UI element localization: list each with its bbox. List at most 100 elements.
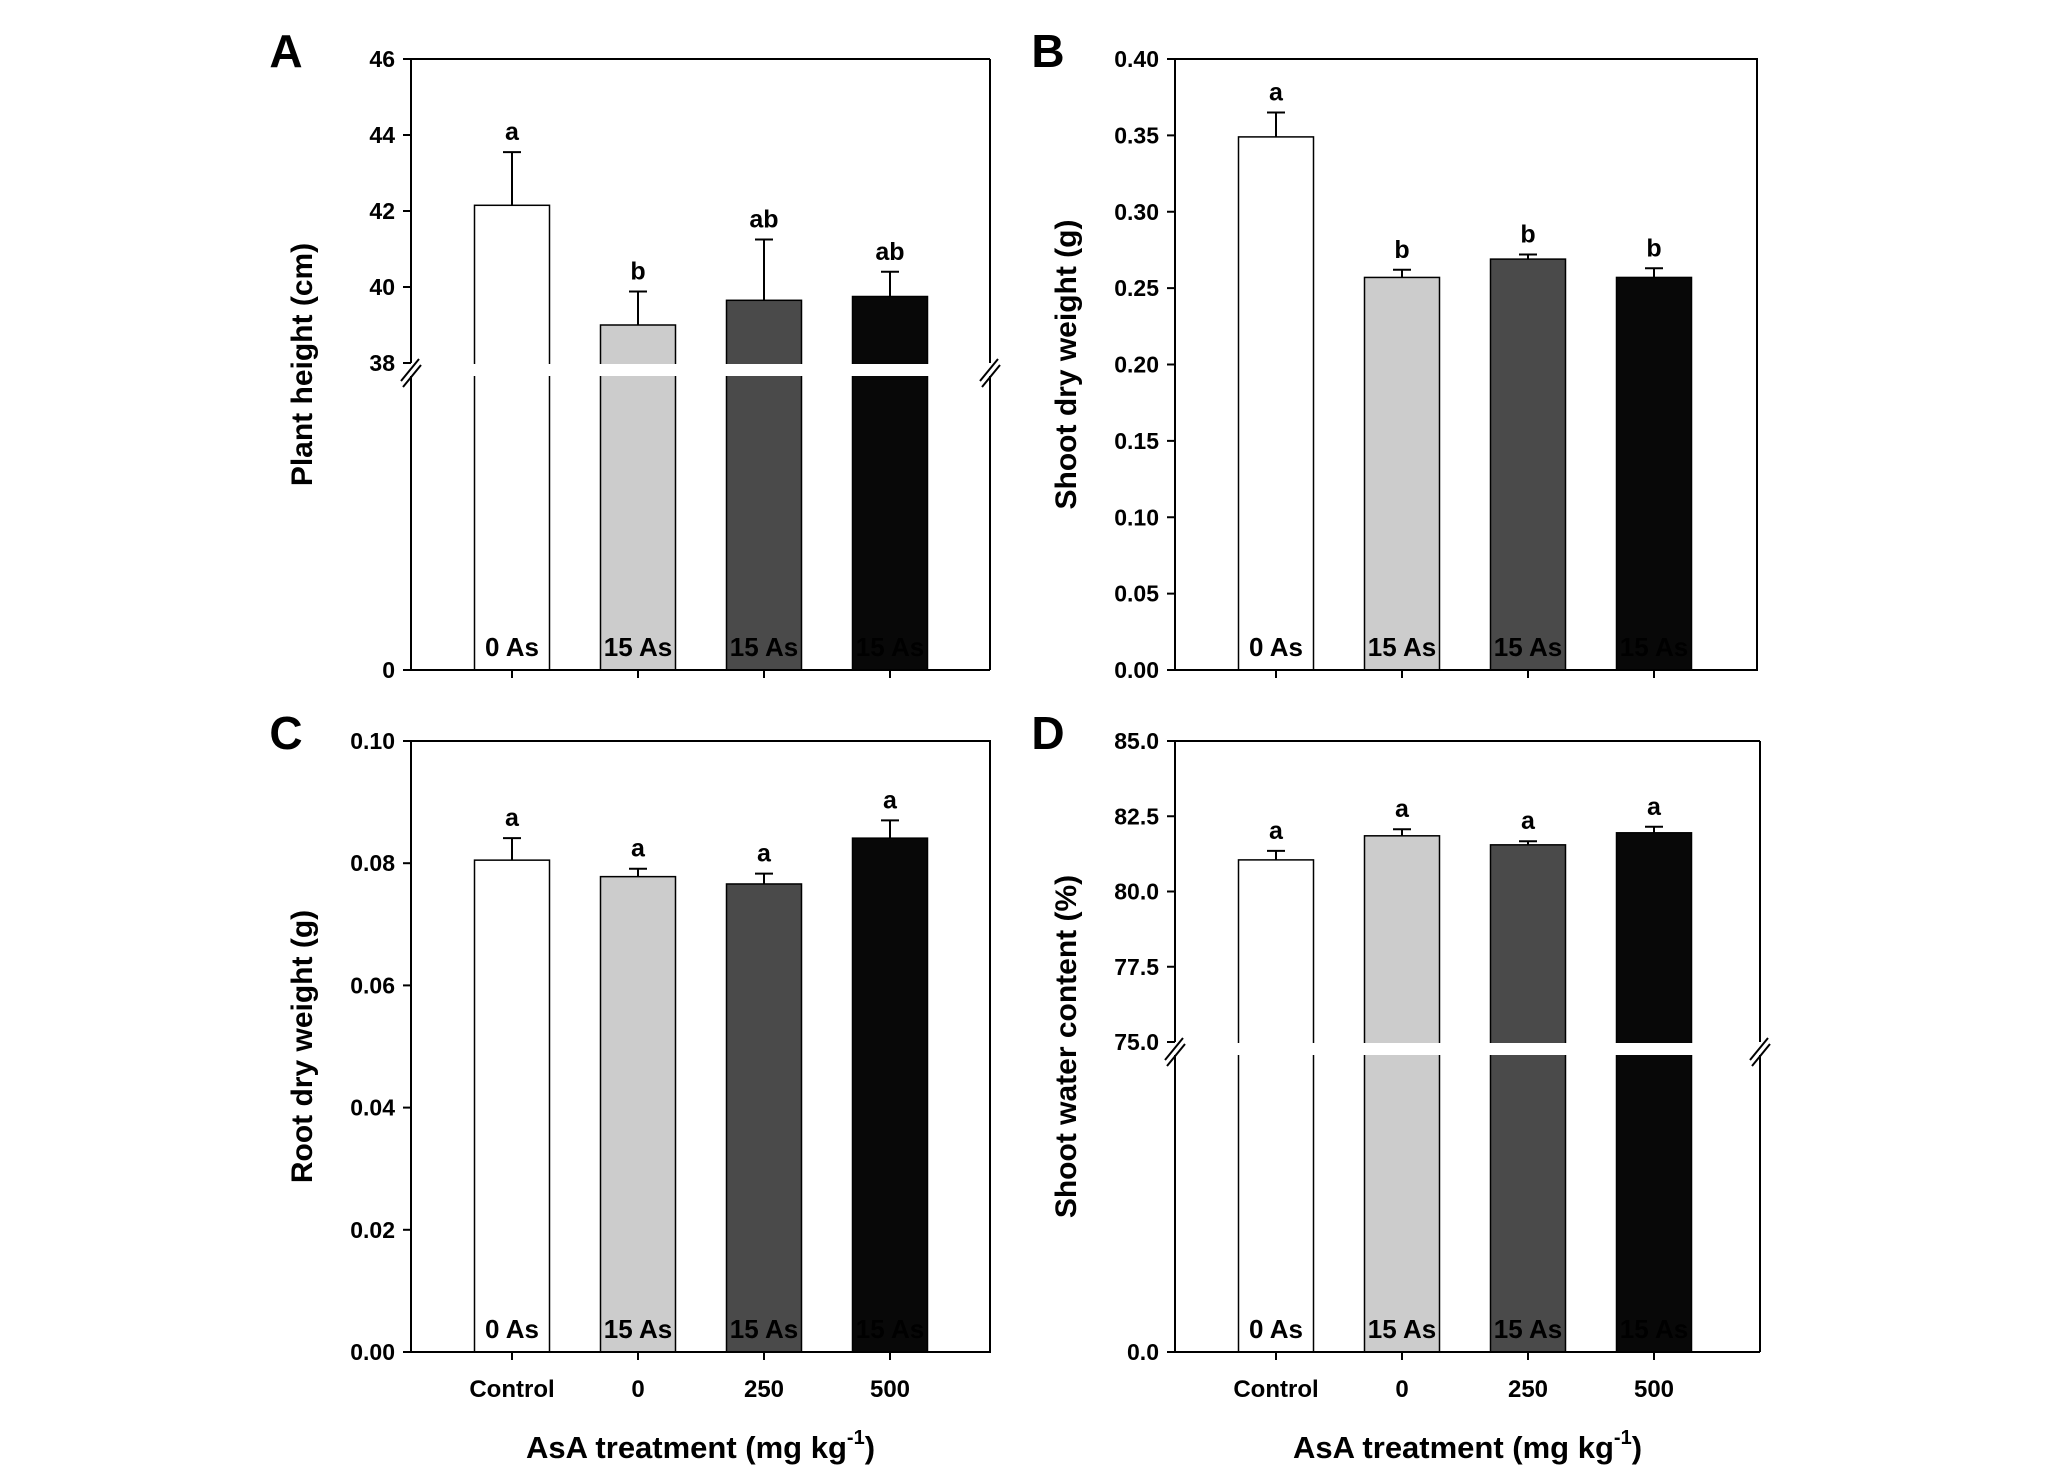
bar-0 [599, 875, 677, 1353]
x-category-label: 500 [870, 1376, 910, 1403]
bar-250 [725, 299, 803, 671]
y-tick-label: 0.10 [1114, 504, 1159, 530]
error-bar [755, 238, 773, 301]
error-bar [629, 867, 647, 877]
y-tick-label: 77.5 [1114, 954, 1159, 980]
error-bar [755, 872, 773, 884]
y-tick-label: 0.05 [1114, 581, 1159, 607]
panel-letter-b: B [1031, 25, 1064, 77]
x-category-label: 500 [1634, 1376, 1674, 1403]
y-tick-label: 0.15 [1114, 428, 1159, 454]
plot-frame [410, 740, 991, 1353]
bar-250 [725, 883, 803, 1353]
significance-label: b [1394, 236, 1409, 264]
x-axis-title: AsA treatment (mg kg-1) [526, 1427, 875, 1465]
error-bar [1267, 111, 1285, 137]
bar-0 [599, 324, 677, 671]
y-tick-label: 80.0 [1114, 879, 1159, 905]
x-category-label: 0 [631, 1376, 644, 1403]
error-bar [503, 837, 521, 861]
bar-250 [1489, 258, 1567, 671]
significance-label: a [505, 118, 520, 146]
significance-label: a [1647, 793, 1662, 821]
significance-label: ab [875, 238, 904, 266]
y-tick-label: 0.30 [1114, 199, 1159, 225]
bar-treatment-label: 15 As [1368, 1314, 1436, 1344]
y-axis-title: Shoot dry weight (g) [1050, 220, 1083, 510]
error-bar [1393, 268, 1411, 278]
y-tick-label: 40 [369, 274, 395, 300]
bar-treatment-label: 15 As [1620, 1314, 1688, 1344]
axis-break-gap [1163, 1043, 1772, 1055]
bar-control [1237, 859, 1315, 1353]
y-tick-label: 75.0 [1114, 1029, 1159, 1055]
y-tick-label: 0.10 [350, 728, 395, 754]
y-tick-label: 38 [369, 350, 395, 376]
bar-treatment-label: 0 As [1249, 632, 1303, 662]
y-tick-label: 42 [369, 198, 395, 224]
axis-break-gap [399, 364, 1002, 376]
y-tick-label: 0.00 [1114, 657, 1159, 683]
bar-control [473, 204, 551, 671]
bar-treatment-label: 15 As [730, 1314, 798, 1344]
error-bar [1519, 253, 1537, 260]
y-tick-label: 0.0 [1127, 1339, 1159, 1365]
bar-0 [1363, 835, 1441, 1353]
panel-letter-a: A [269, 25, 302, 77]
significance-label: a [631, 835, 646, 863]
significance-label: b [1646, 234, 1661, 262]
y-tick-label: 0.20 [1114, 352, 1159, 378]
error-bar [881, 819, 899, 839]
y-tick-label: 85.0 [1114, 728, 1159, 754]
bar-treatment-label: 15 As [604, 632, 672, 662]
bar-treatment-label: 15 As [856, 632, 924, 662]
bar-treatment-label: 15 As [1494, 632, 1562, 662]
panel-letter-d: D [1031, 707, 1064, 759]
bar-control [473, 859, 551, 1353]
error-bar [881, 270, 899, 297]
bar-treatment-label: 0 As [485, 1314, 539, 1344]
significance-label: a [883, 786, 898, 814]
bar-treatment-label: 15 As [1494, 1314, 1562, 1344]
x-category-label: Control [469, 1376, 554, 1403]
x-category-label: 250 [1508, 1376, 1548, 1403]
y-tick-label: 44 [369, 122, 395, 148]
y-axis-title: Root dry weight (g) [286, 910, 319, 1183]
y-tick-label: 0.40 [1114, 46, 1159, 72]
axis-break-mark [1164, 1037, 1186, 1067]
error-bar [503, 151, 521, 206]
bar-treatment-label: 15 As [1620, 632, 1688, 662]
y-axis-title: Plant height (cm) [286, 243, 319, 486]
axis-break-mark [1749, 1037, 1771, 1067]
significance-label: a [1395, 795, 1410, 823]
y-tick-label: 0.35 [1114, 122, 1159, 148]
y-tick-label: 0.08 [350, 850, 395, 876]
y-tick-label: 46 [369, 46, 395, 72]
y-tick-label: 0.04 [350, 1095, 395, 1121]
bar-500 [851, 295, 929, 671]
bar-treatment-label: 0 As [1249, 1314, 1303, 1344]
significance-label: a [505, 804, 520, 832]
error-bar [629, 290, 647, 325]
bar-500 [1615, 832, 1693, 1353]
y-tick-label: 0 [382, 657, 395, 683]
bar-treatment-label: 15 As [1368, 632, 1436, 662]
error-bar [1267, 849, 1285, 860]
error-bar [1645, 825, 1663, 833]
x-category-label: Control [1233, 1376, 1318, 1403]
significance-label: b [1520, 221, 1535, 249]
bar-0 [1363, 276, 1441, 671]
significance-label: a [757, 840, 772, 868]
bar-control [1237, 136, 1315, 671]
panel-d: D Shoot water content (%) a 0 As a 15 As a 15 A… [1031, 707, 1772, 1465]
significance-label: a [1269, 817, 1284, 845]
panel-c: C Root dry weight (g) a 0 As a 15 As a 15 As a 15… [269, 707, 991, 1465]
significance-label: a [1521, 807, 1536, 835]
bar-treatment-label: 15 As [604, 1314, 672, 1344]
y-tick-label: 0.02 [350, 1217, 395, 1243]
x-axis-title: AsA treatment (mg kg-1) [1293, 1427, 1642, 1465]
error-bar [1645, 267, 1663, 278]
y-tick-label: 0.25 [1114, 275, 1159, 301]
panel-letter-c: C [269, 707, 302, 759]
